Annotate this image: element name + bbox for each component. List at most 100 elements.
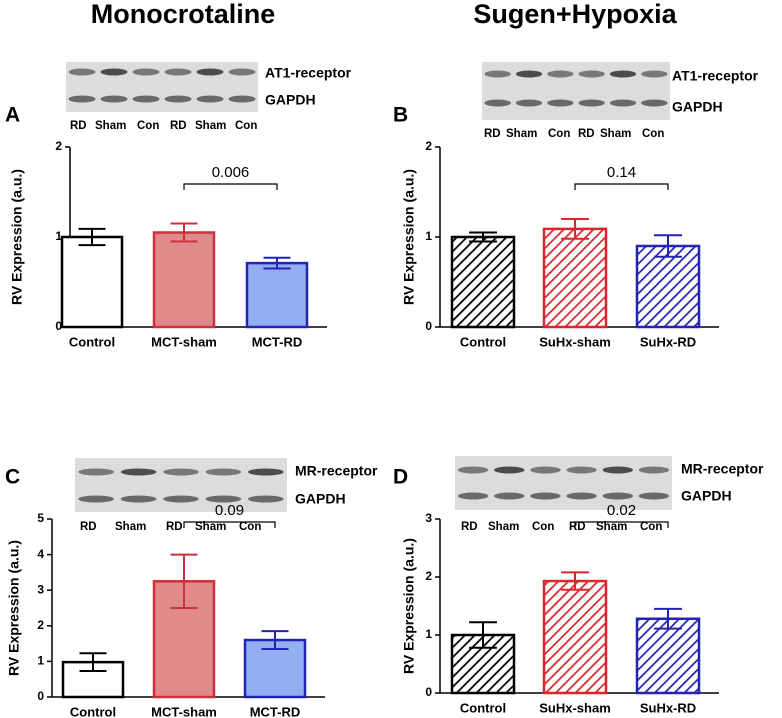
lane-label: Con xyxy=(532,521,554,533)
y-tick-label: 2 xyxy=(37,618,44,632)
x-tick-label: Control xyxy=(460,700,506,715)
lane-label: RD xyxy=(166,521,183,533)
blot-band xyxy=(247,495,284,503)
bar xyxy=(245,261,309,329)
error-bar xyxy=(469,231,497,243)
x-tick-label: SuHx-sham xyxy=(539,334,611,349)
blot-band xyxy=(120,495,157,503)
lane-label: Sham xyxy=(115,521,146,533)
blot-band xyxy=(547,70,574,78)
blot-band xyxy=(641,99,668,107)
x-tick-label: Control xyxy=(69,334,115,349)
lane-label: Sham xyxy=(600,128,631,140)
bar xyxy=(635,617,701,695)
lane-label: RD xyxy=(70,120,87,132)
blot-band xyxy=(494,466,525,474)
blot-image xyxy=(482,62,670,120)
blot-band xyxy=(120,468,157,476)
blot-band xyxy=(457,492,489,500)
error-bar xyxy=(78,227,106,247)
error-bar xyxy=(654,234,682,258)
band-label: AT1-receptor xyxy=(672,68,759,84)
lane-label: Sham xyxy=(506,128,537,140)
band-label: GAPDH xyxy=(265,92,316,108)
lane-label: Con xyxy=(548,128,570,140)
blot-band xyxy=(530,466,561,474)
error-bar xyxy=(263,256,291,270)
panel-letter: C xyxy=(5,466,20,489)
panel-letter: D xyxy=(393,466,408,489)
p-value: 0.02 xyxy=(607,502,636,519)
x-tick-label: MCT-RD xyxy=(252,334,303,349)
lane-label: RD xyxy=(461,521,478,533)
y-axis-label: RV Expression (a.u.) xyxy=(401,169,417,305)
lane-label: Con xyxy=(137,120,159,132)
bracket xyxy=(574,183,669,190)
blot-band xyxy=(578,99,605,107)
blot-band xyxy=(578,70,605,78)
error-bar xyxy=(170,222,198,243)
y-tick-label: 1 xyxy=(425,627,432,641)
blot-band xyxy=(78,468,115,476)
lane-label: Sham xyxy=(195,521,226,533)
lane-label: Sham xyxy=(95,120,126,132)
y-tick-label: 2 xyxy=(425,139,432,153)
x-tick-label: MCT-sham xyxy=(151,704,217,718)
blot-band xyxy=(247,468,284,476)
lane-label: Sham xyxy=(596,521,627,533)
blot-band xyxy=(68,68,96,76)
lane-label: RD xyxy=(578,128,595,140)
x-tick-label: MCT-RD xyxy=(250,704,301,718)
blot-band xyxy=(638,492,670,500)
error-bar xyxy=(654,607,682,630)
blot-band xyxy=(163,468,199,476)
error-bar xyxy=(79,652,107,673)
y-tick-label: 0 xyxy=(425,685,432,699)
bar xyxy=(152,231,216,329)
band-label: MR-receptor xyxy=(295,463,378,479)
lane-label: Con xyxy=(642,128,664,140)
blot-image xyxy=(455,456,672,510)
x-tick-label: SuHx-RD xyxy=(640,334,696,349)
error-bar xyxy=(561,218,589,240)
panel-letter: A xyxy=(5,104,20,127)
blot-band xyxy=(609,70,637,78)
blot-band xyxy=(638,466,670,474)
error-bar xyxy=(561,571,589,591)
lane-label: RD xyxy=(484,128,501,140)
blot-band xyxy=(196,68,224,76)
blot-band xyxy=(196,95,224,103)
panel-letter: B xyxy=(393,104,408,127)
blot-band xyxy=(515,70,543,78)
column-title: Sugen+Hypoxia xyxy=(473,0,677,29)
blot-band xyxy=(484,70,511,78)
blot-band xyxy=(484,99,511,107)
band-label: GAPDH xyxy=(681,488,732,504)
bar xyxy=(450,235,516,329)
x-tick-label: SuHx-RD xyxy=(640,700,696,715)
lane-label: Con xyxy=(640,521,662,533)
blot-band xyxy=(205,468,242,476)
p-value: 0.14 xyxy=(607,164,636,181)
blot-band xyxy=(515,99,543,107)
blot-band xyxy=(566,466,597,474)
y-tick-label: 2 xyxy=(55,139,62,153)
blot-band xyxy=(494,492,525,500)
y-tick-label: 4 xyxy=(37,547,44,561)
blot-band xyxy=(132,95,160,103)
band-label: AT1-receptor xyxy=(265,65,352,81)
lane-label: Con xyxy=(235,120,257,132)
blot-band xyxy=(164,95,192,103)
y-axis-label: RV Expression (a.u.) xyxy=(9,169,25,305)
x-tick-label: Control xyxy=(70,704,116,718)
band-label: GAPDH xyxy=(672,99,723,115)
blot-band xyxy=(78,495,115,503)
bracket xyxy=(183,521,276,528)
blot-image xyxy=(66,62,258,112)
error-bar xyxy=(261,630,289,650)
bar xyxy=(60,235,124,329)
band-label: MR-receptor xyxy=(681,461,764,477)
y-tick-label: 2 xyxy=(425,569,432,583)
bar xyxy=(542,227,608,329)
